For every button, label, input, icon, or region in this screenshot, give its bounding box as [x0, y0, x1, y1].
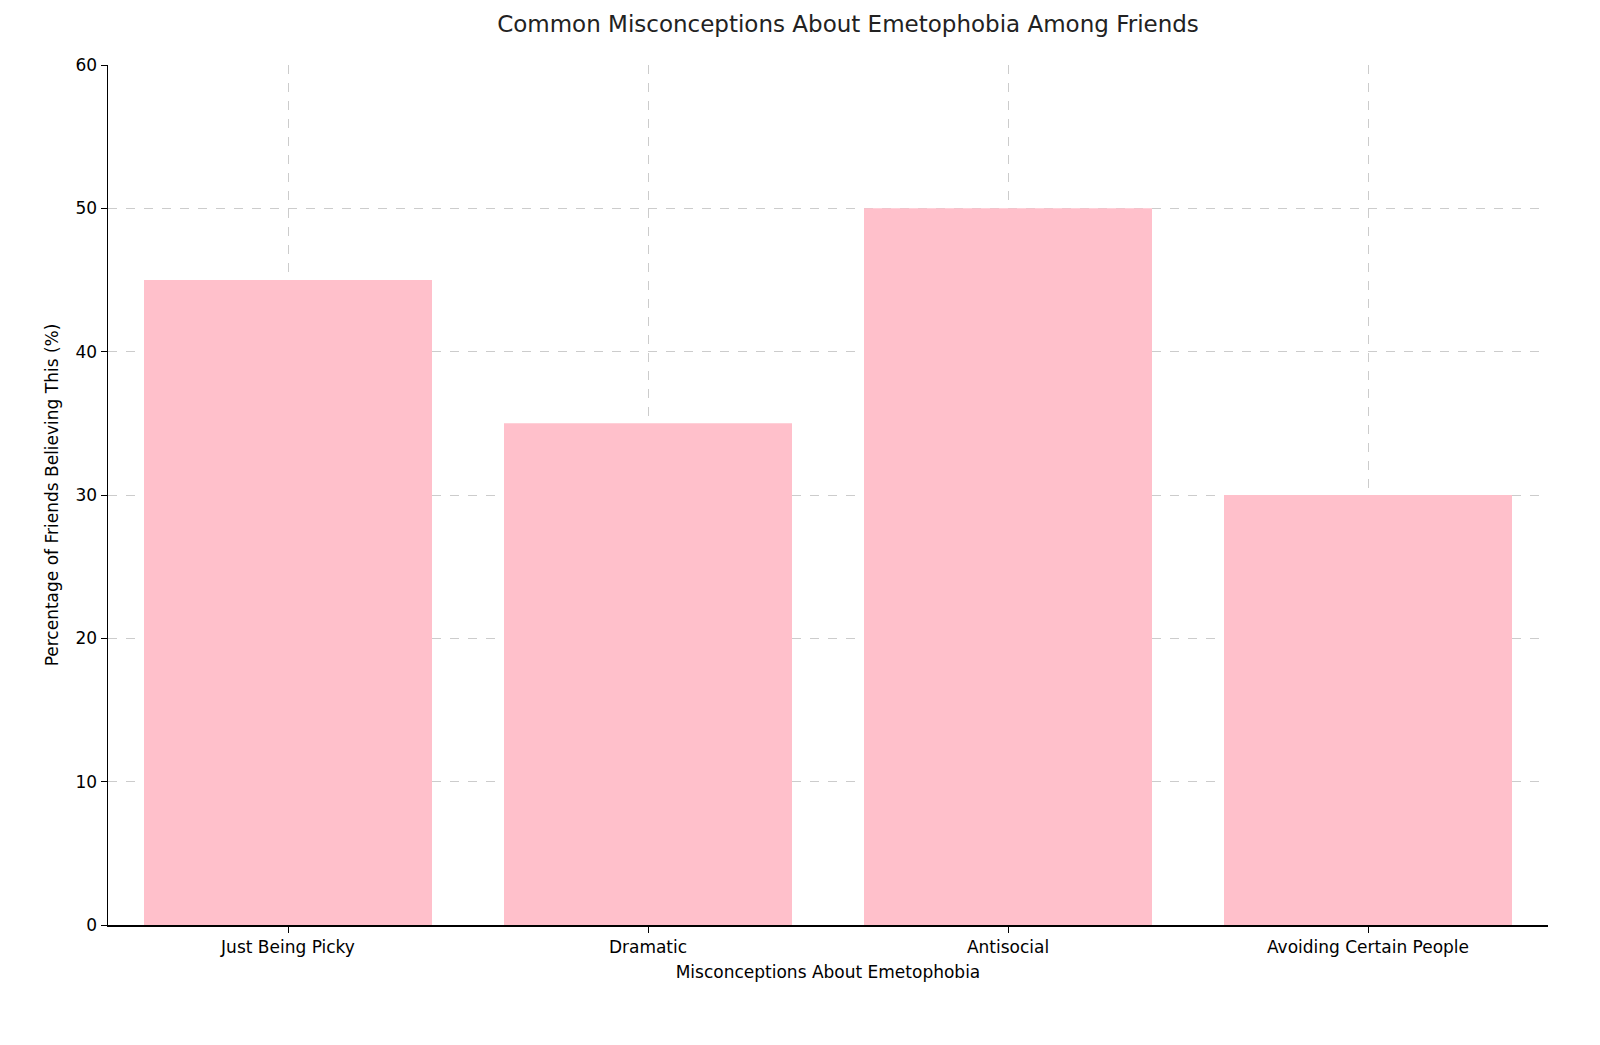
svg-text:30: 30: [75, 485, 97, 505]
svg-text:0: 0: [86, 915, 97, 935]
svg-text:40: 40: [75, 342, 97, 362]
svg-text:Dramatic: Dramatic: [609, 937, 687, 957]
svg-text:Avoiding Certain People: Avoiding Certain People: [1267, 937, 1469, 957]
svg-text:Misconceptions About Emetophob: Misconceptions About Emetophobia: [676, 962, 981, 982]
svg-text:60: 60: [75, 55, 97, 75]
svg-text:50: 50: [75, 198, 97, 218]
svg-text:Just Being Picky: Just Being Picky: [220, 937, 355, 957]
svg-text:20: 20: [75, 628, 97, 648]
svg-text:10: 10: [75, 772, 97, 792]
svg-text:Percentage of Friends Believin: Percentage of Friends Believing This (%): [42, 324, 62, 667]
svg-text:Common Misconceptions About Em: Common Misconceptions About Emetophobia …: [497, 11, 1199, 37]
svg-text:Antisocial: Antisocial: [967, 937, 1049, 957]
